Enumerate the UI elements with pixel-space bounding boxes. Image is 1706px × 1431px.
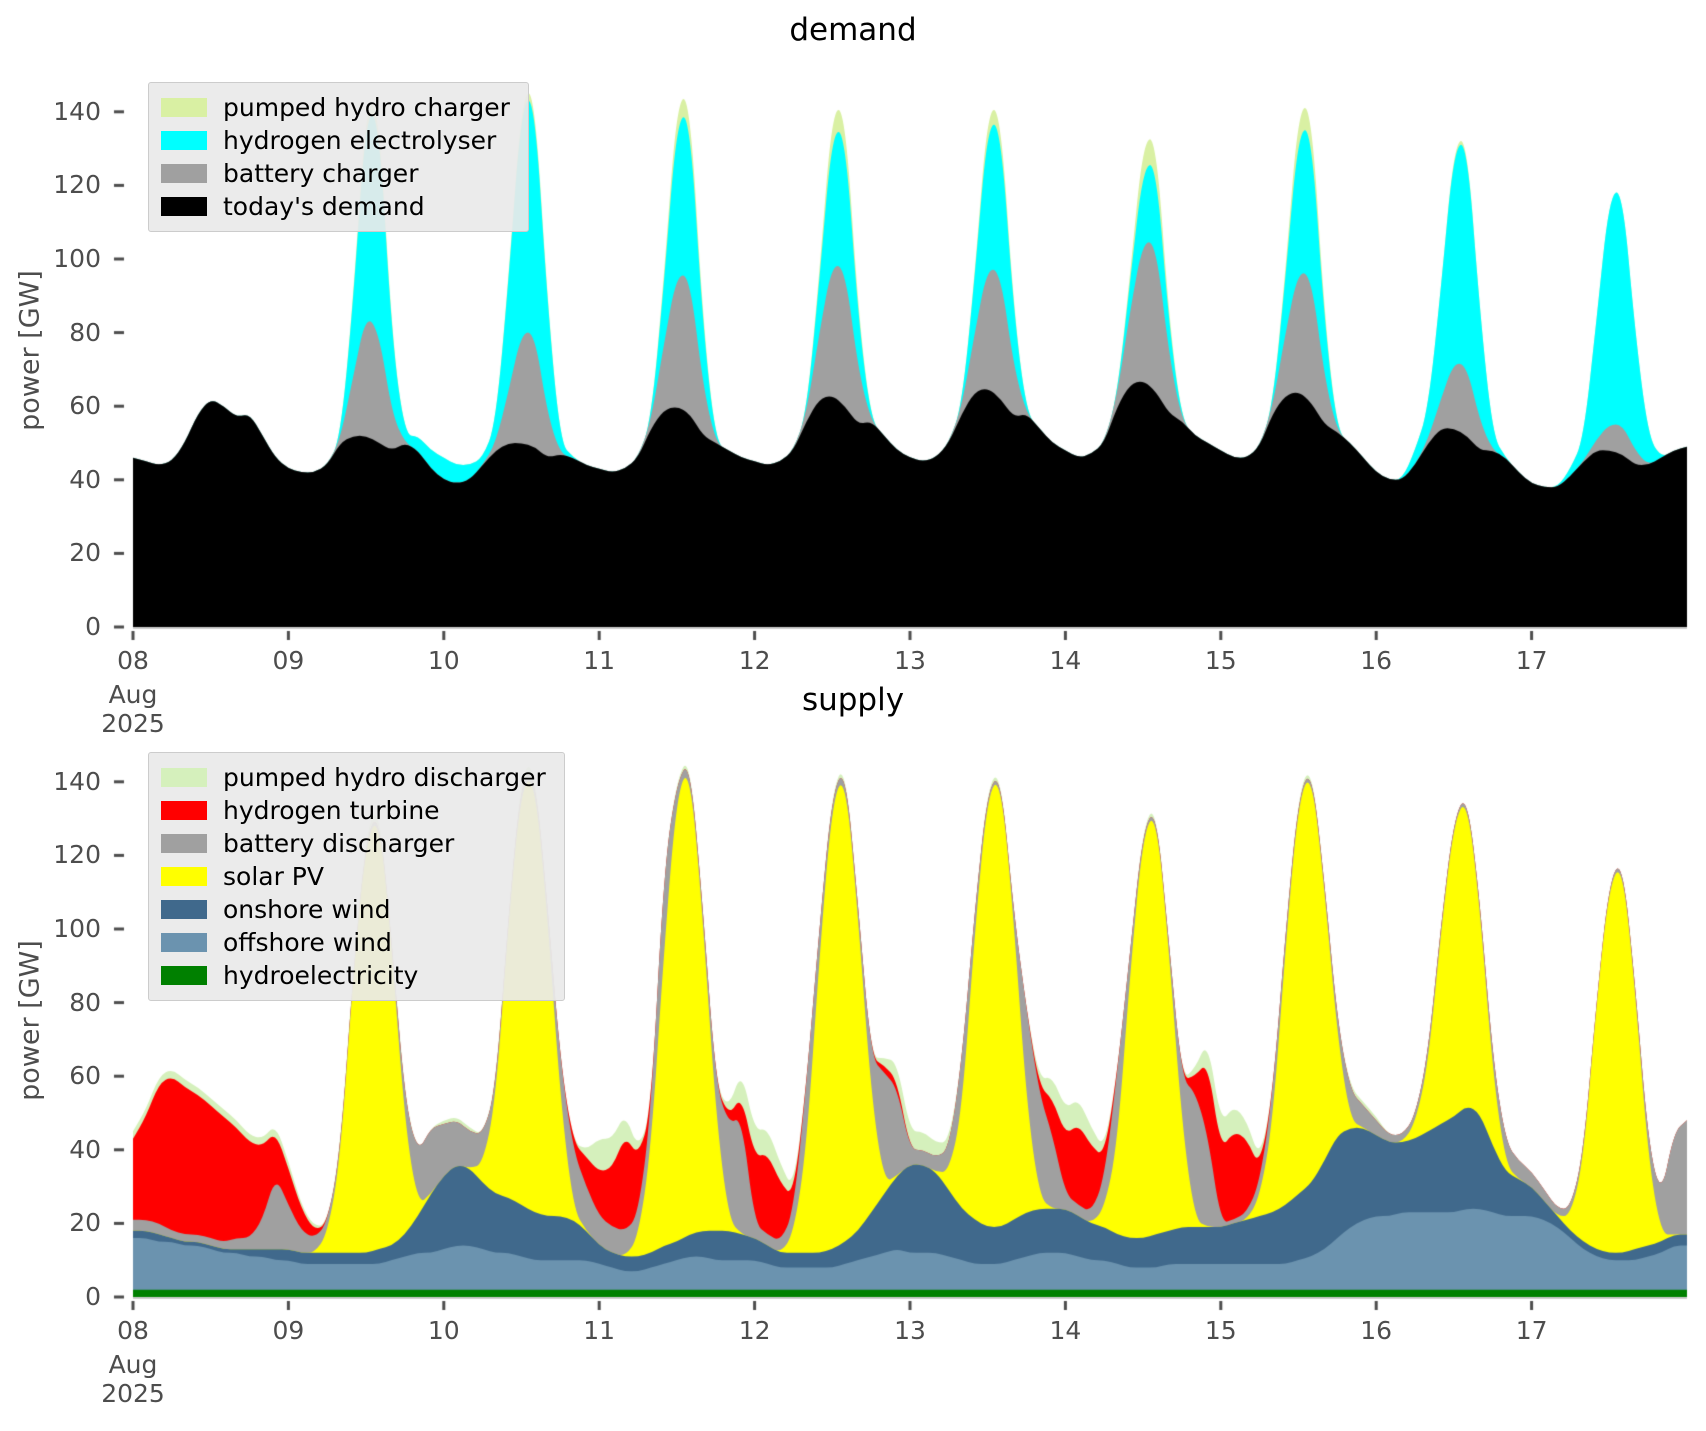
x-tick-15: 15 (1204, 646, 1237, 675)
y-tick-60: 60 (69, 1061, 101, 1091)
legend-swatch (161, 768, 207, 787)
legend-item-hydrogen-electrolyser: hydrogen electrolyser (161, 124, 510, 157)
x-tick-10: 10 (427, 646, 460, 675)
legend-item-solar-pv: solar PV (161, 860, 546, 893)
legend-supply: pumped hydro discharger hydrogen turbine b… (148, 752, 565, 1001)
chart-title-supply: supply (801, 682, 905, 718)
y-tick-120: 120 (53, 840, 101, 870)
y-tick-20: 20 (69, 538, 101, 568)
y-tick-140: 140 (53, 766, 101, 796)
y-tick-100: 100 (53, 244, 101, 273)
legend-item-pumped-hydro-charger: pumped hydro charger (161, 91, 510, 124)
legend-swatch (161, 867, 207, 886)
legend-swatch (161, 834, 207, 853)
legend-swatch (161, 131, 207, 150)
legend-item-battery-charger: battery charger (161, 157, 510, 190)
x-tick-09: 09 (272, 1316, 305, 1345)
chart-title-demand: demand (789, 12, 917, 48)
legend-demand: pumped hydro charger hydrogen electrolyse… (148, 82, 529, 232)
legend-item-hydroelectricity: hydroelectricity (161, 959, 546, 992)
legend-label: pumped hydro discharger (223, 763, 546, 792)
y-tick-40: 40 (69, 464, 101, 494)
y-tick-40: 40 (69, 1134, 101, 1164)
y-tick-80: 80 (69, 317, 101, 347)
x-tick-11: 11 (583, 1316, 616, 1345)
legend-item-battery-discharger: battery discharger (161, 827, 546, 860)
x-tick-13: 13 (894, 646, 926, 675)
x-tick-12: 12 (738, 1316, 771, 1345)
legend-label: hydroelectricity (223, 961, 419, 990)
x-axis-year-label-supply: 2025 (101, 1379, 165, 1408)
legend-item-today-s-demand: today's demand (161, 190, 510, 223)
legend-swatch (161, 933, 207, 952)
legend-item-hydrogen-turbine: hydrogen turbine (161, 794, 546, 827)
y-tick-0: 0 (85, 1282, 101, 1311)
y-tick-80: 80 (69, 987, 101, 1017)
x-tick-17: 17 (1515, 1316, 1548, 1345)
legend-label: pumped hydro charger (223, 93, 510, 122)
legend-swatch (161, 164, 207, 183)
legend-label: onshore wind (223, 895, 391, 924)
legend-label: offshore wind (223, 928, 392, 957)
x-tick-16: 16 (1360, 646, 1393, 675)
y-tick-120: 120 (53, 170, 101, 200)
legend-swatch (161, 801, 207, 820)
y-tick-60: 60 (69, 391, 101, 421)
x-tick-16: 16 (1360, 1316, 1393, 1345)
x-tick-09: 09 (272, 646, 305, 675)
x-tick-15: 15 (1204, 1316, 1237, 1345)
x-axis-year-label-demand: 2025 (101, 709, 165, 738)
x-tick-10: 10 (427, 1316, 460, 1345)
x-tick-08: 08 (117, 646, 149, 675)
legend-item-onshore-wind: onshore wind (161, 893, 546, 926)
x-tick-14: 14 (1049, 646, 1082, 675)
legend-item-offshore-wind: offshore wind (161, 926, 546, 959)
legend-swatch (161, 900, 207, 919)
legend-swatch (161, 197, 207, 216)
x-tick-13: 13 (894, 1316, 926, 1345)
x-tick-14: 14 (1049, 1316, 1082, 1345)
x-axis-month-label-demand: Aug (108, 680, 158, 709)
y-tick-20: 20 (69, 1208, 101, 1238)
x-tick-12: 12 (738, 646, 771, 675)
legend-label: solar PV (223, 862, 324, 891)
legend-label: hydrogen turbine (223, 796, 440, 825)
legend-label: battery discharger (223, 829, 455, 858)
x-tick-17: 17 (1515, 646, 1548, 675)
y-axis-label-demand: power [GW] (14, 270, 46, 431)
x-axis-month-label-supply: Aug (108, 1350, 158, 1379)
y-tick-0: 0 (85, 612, 101, 641)
legend-item-pumped-hydro-discharger: pumped hydro discharger (161, 761, 546, 794)
y-tick-140: 140 (53, 96, 101, 126)
legend-label: today's demand (223, 192, 425, 221)
x-tick-11: 11 (583, 646, 616, 675)
x-tick-08: 08 (117, 1316, 149, 1345)
legend-swatch (161, 98, 207, 117)
legend-label: hydrogen electrolyser (223, 126, 497, 155)
y-axis-label-supply: power [GW] (14, 940, 46, 1101)
legend-swatch (161, 966, 207, 985)
y-tick-100: 100 (53, 914, 101, 943)
legend-label: battery charger (223, 159, 419, 188)
